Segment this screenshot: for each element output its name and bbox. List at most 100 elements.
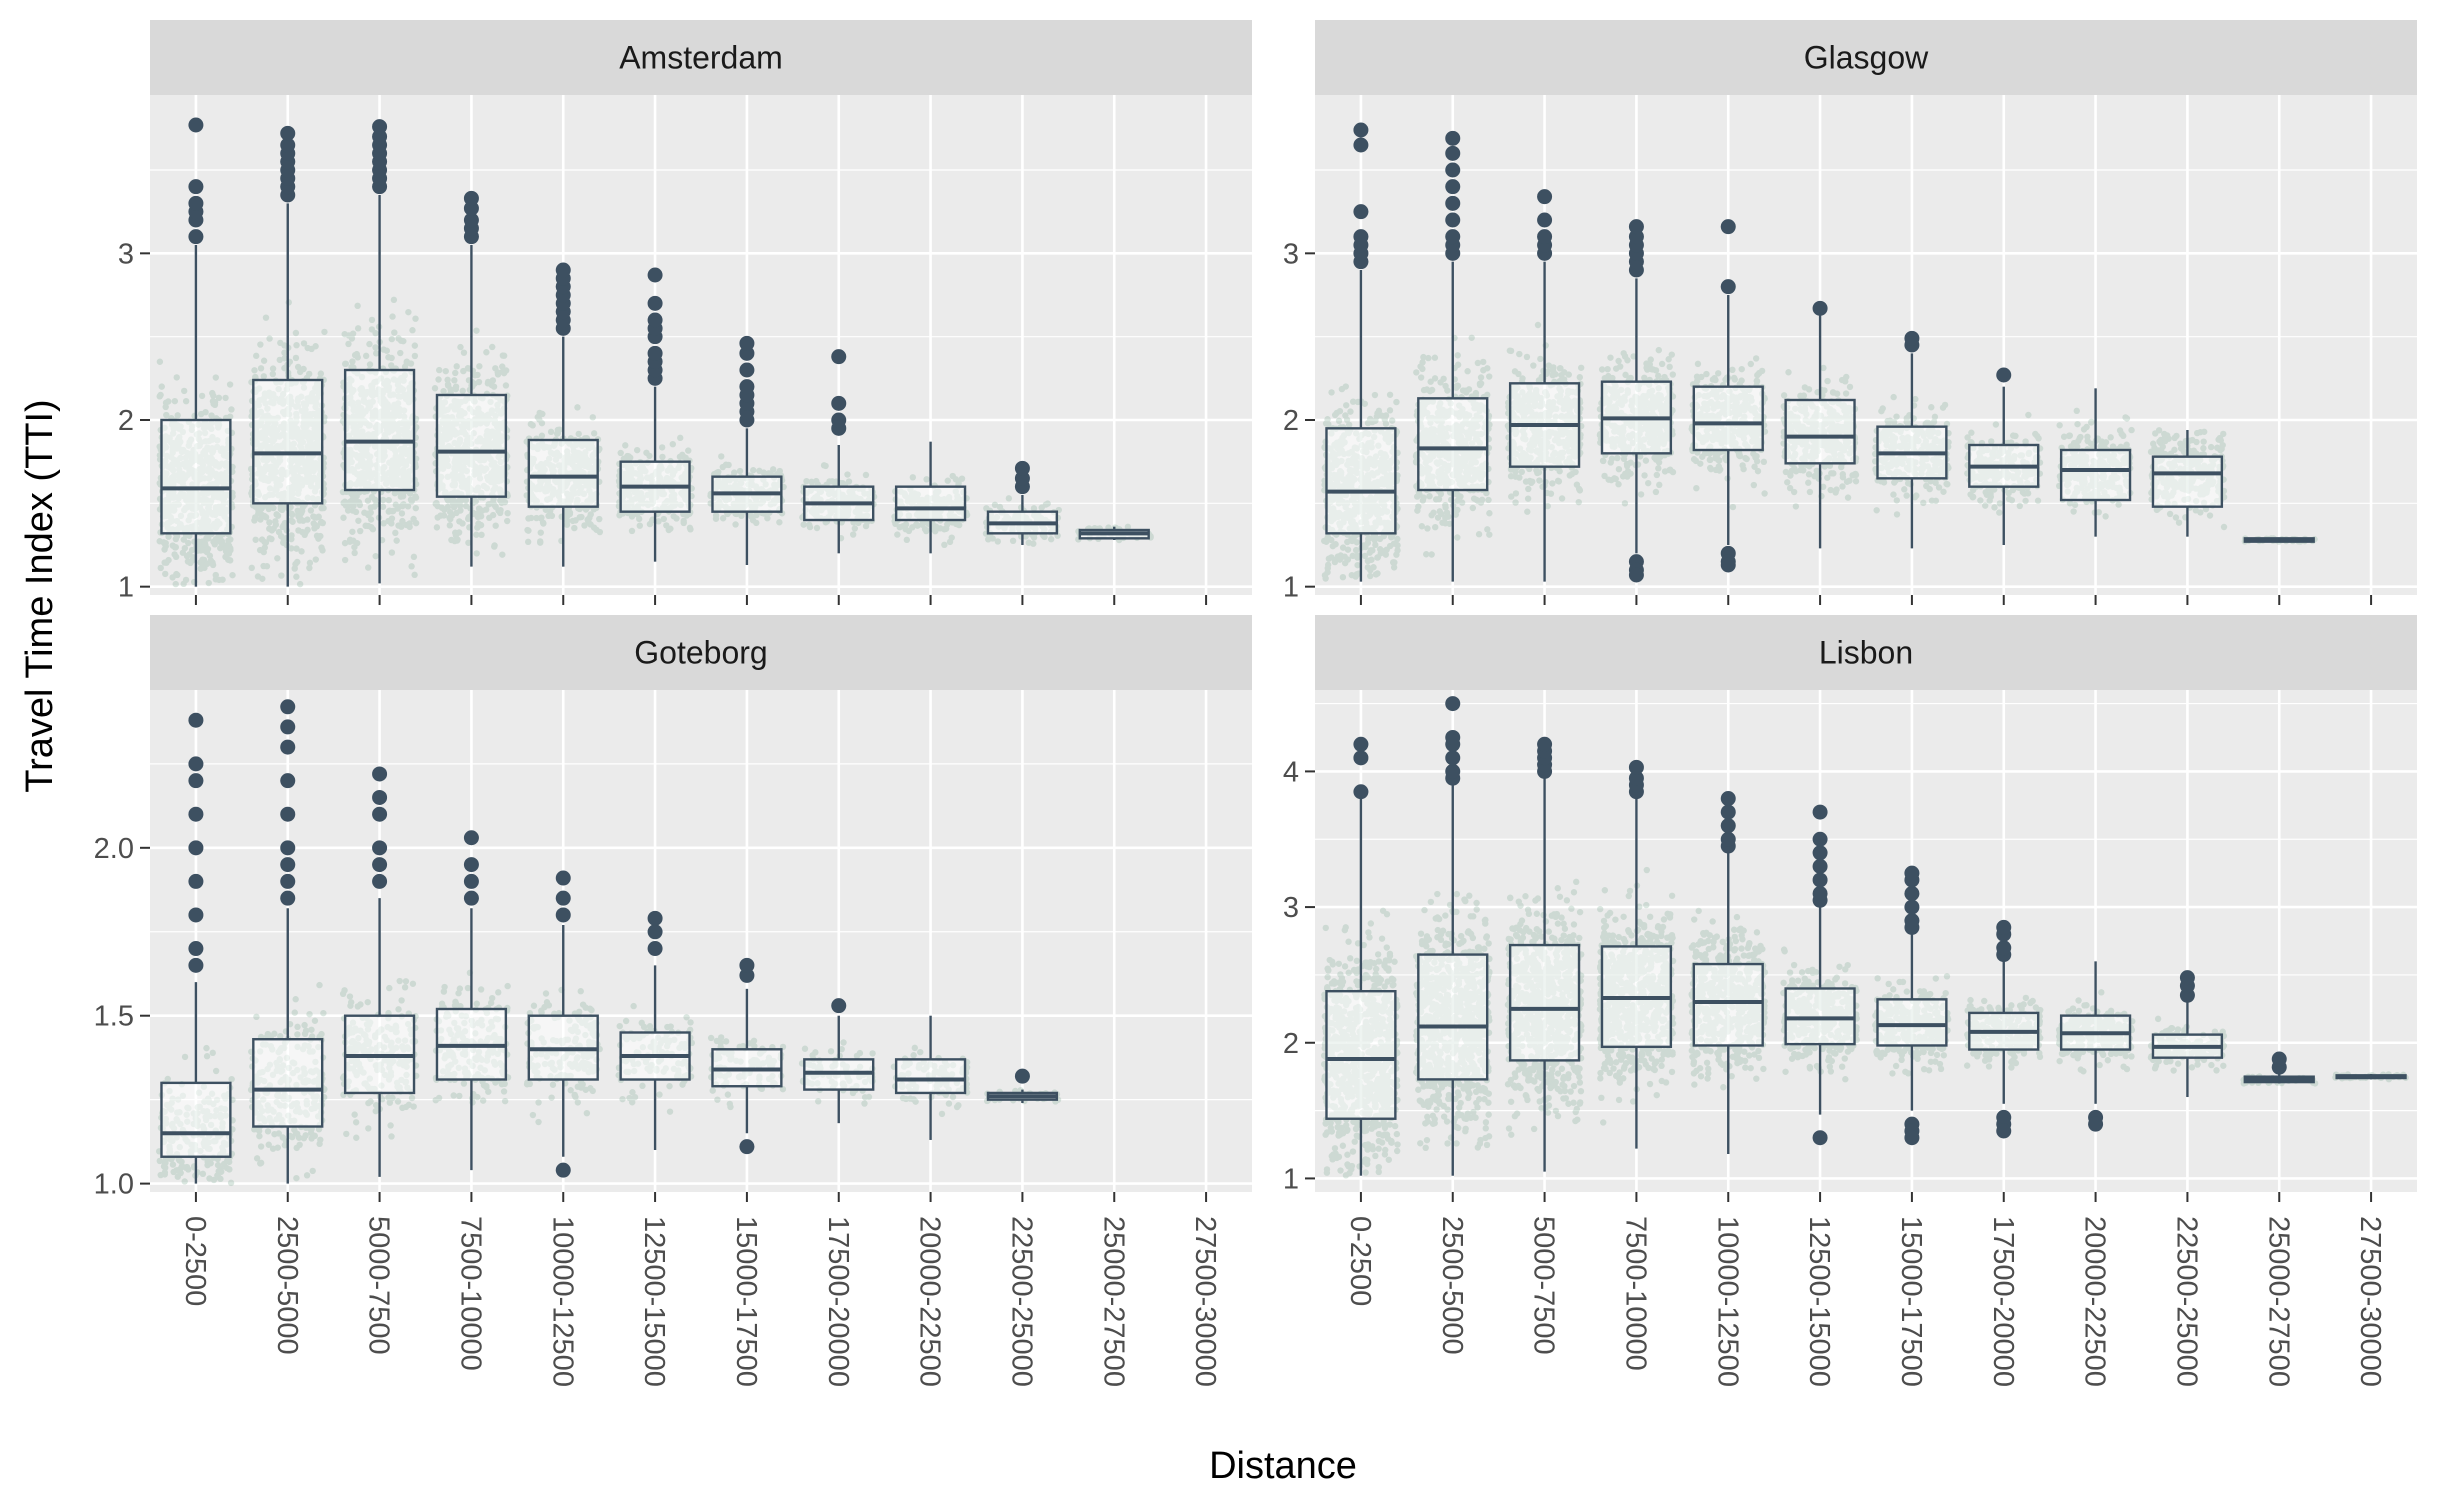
jitter-point — [944, 477, 951, 484]
jitter-point — [173, 570, 180, 578]
outlier-point — [1353, 137, 1369, 153]
outlier-point — [831, 395, 847, 411]
jitter-point — [474, 371, 481, 379]
jitter-point — [388, 335, 396, 343]
jitter-point — [617, 449, 624, 457]
jitter-point — [225, 537, 232, 544]
jitter-point — [288, 510, 295, 517]
jitter-point — [274, 512, 282, 519]
outlier-point — [647, 312, 663, 328]
jitter-point — [1435, 495, 1443, 503]
jitter-point — [251, 514, 259, 521]
jitter-point — [198, 542, 205, 549]
jitter-point — [475, 520, 482, 528]
jitter-point — [894, 531, 901, 538]
jitter-point — [263, 563, 271, 570]
jitter-point — [1386, 407, 1394, 414]
jitter-point — [1339, 573, 1347, 581]
jitter-point — [822, 462, 829, 470]
jitter-point — [1484, 365, 1491, 372]
y-tick-label: 2 — [118, 405, 134, 437]
jitter-point — [311, 525, 318, 532]
box-0-2500 — [156, 117, 236, 588]
jitter-point — [163, 411, 170, 419]
jitter-point — [985, 536, 992, 543]
jitter-point — [212, 535, 220, 543]
jitter-point — [210, 538, 217, 546]
jitter-point — [226, 381, 234, 388]
jitter-point — [225, 542, 233, 549]
jitter-point — [1425, 354, 1432, 362]
y-tick-label: 3 — [1283, 238, 1299, 270]
jitter-point — [383, 347, 391, 354]
jitter-point — [226, 413, 234, 420]
jitter-point — [484, 378, 492, 386]
jitter-point — [1454, 534, 1461, 541]
panel-strip — [150, 20, 1252, 95]
jitter-point — [320, 504, 327, 512]
jitter-point — [574, 404, 581, 411]
jitter-point — [201, 541, 209, 548]
jitter-point — [527, 420, 535, 428]
jitter-point — [411, 352, 419, 360]
jitter-point — [297, 367, 304, 374]
jitter-point — [658, 444, 666, 451]
jitter-point — [537, 529, 544, 536]
jitter-point — [753, 519, 760, 527]
jitter-point — [298, 509, 305, 517]
jitter-point — [293, 573, 300, 580]
jitter-point — [635, 515, 643, 523]
outlier-point — [739, 362, 755, 378]
jitter-point — [201, 546, 208, 553]
jitter-point — [406, 523, 413, 531]
jitter-point — [156, 393, 163, 400]
jitter-point — [364, 510, 371, 517]
jitter-point — [685, 447, 692, 454]
jitter-point — [227, 536, 234, 543]
jitter-point — [499, 352, 507, 359]
jitter-point — [340, 514, 347, 521]
jitter-point — [680, 519, 687, 527]
jitter-point — [909, 524, 916, 531]
jitter-point — [433, 524, 441, 531]
jitter-point — [388, 549, 396, 556]
jitter-point — [222, 553, 229, 561]
jitter-point — [440, 387, 447, 395]
jitter-point — [942, 525, 949, 532]
jitter-point — [486, 514, 493, 522]
jitter-point — [172, 535, 180, 543]
jitter-point — [165, 398, 172, 405]
jitter-point — [459, 387, 466, 395]
jitter-point — [257, 365, 265, 372]
jitter-point — [849, 531, 857, 538]
jitter-point — [391, 329, 398, 336]
jitter-point — [216, 534, 224, 542]
jitter-point — [590, 430, 598, 437]
jitter-point — [1343, 402, 1350, 409]
jitter-point — [393, 537, 400, 544]
jitter-point — [210, 400, 217, 408]
jitter-point — [1454, 361, 1462, 368]
jitter-point — [217, 544, 224, 552]
jitter-point — [596, 528, 604, 536]
jitter-point — [1324, 533, 1332, 541]
jitter-point — [310, 513, 317, 520]
jitter-point — [179, 549, 187, 556]
jitter-point — [356, 501, 364, 509]
jitter-point — [188, 546, 196, 554]
jitter-point — [862, 522, 870, 530]
outlier-point — [647, 295, 663, 311]
jitter-point — [156, 358, 164, 365]
jitter-point — [1424, 525, 1431, 532]
jitter-point — [227, 557, 234, 564]
outlier-point — [1014, 460, 1030, 476]
jitter-point — [1434, 514, 1442, 521]
jitter-point — [292, 560, 299, 568]
jitter-point — [1485, 496, 1492, 504]
jitter-point — [1325, 555, 1333, 562]
jitter-point — [172, 553, 180, 561]
jitter-point — [504, 517, 511, 525]
jitter-point — [1480, 358, 1487, 366]
jitter-point — [212, 571, 219, 579]
jitter-point — [800, 521, 807, 528]
